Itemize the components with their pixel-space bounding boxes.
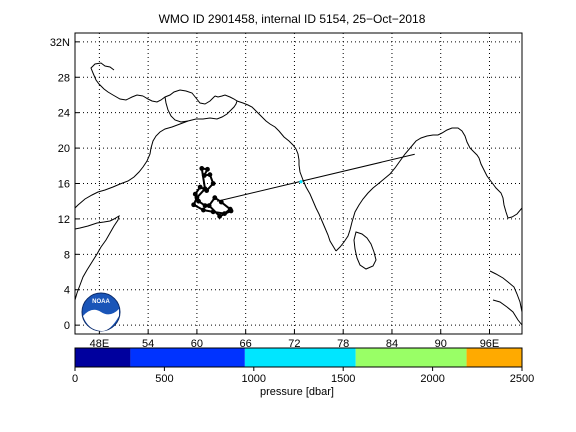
coastlines: [75, 62, 522, 326]
coastline-sumatra-tip: [492, 299, 522, 326]
longitude-ticks: 48E 54 60 66 72 78 84 90 96E: [90, 330, 500, 350]
lon-tick-label: 84: [386, 338, 398, 350]
colorbar-segment: [355, 348, 467, 367]
coastline-red-sea: [90, 62, 144, 101]
colorbar: 0 500 1000 1500 2000 2500 pressure [dbar]: [72, 347, 534, 398]
float-position-point: [201, 173, 207, 178]
lon-tick-label: 90: [435, 338, 447, 350]
lon-tick-label: 96E: [480, 338, 500, 350]
lon-tick-label: 60: [191, 338, 203, 350]
float-position-point: [217, 213, 223, 219]
profile-marker: [299, 180, 303, 184]
float-track-layer: [191, 153, 415, 219]
noaa-logo: NOAA: [81, 292, 121, 332]
coastline-india-east: [335, 127, 522, 252]
profile-section-line: [217, 153, 415, 202]
float-position-point: [197, 184, 203, 190]
colorbar-segment: [75, 348, 131, 367]
lat-tick-label: 0: [64, 320, 70, 332]
float-position-point: [218, 199, 224, 205]
float-position-point: [202, 186, 208, 192]
latitude-ticks: 0 4 8 12 16 20 24 28 32N: [50, 37, 79, 332]
lat-tick-label: 4: [64, 285, 70, 297]
colorbar-ticks: 0 500 1000 1500 2000 2500: [72, 367, 534, 385]
map-panel: 48E 54 60 66 72 78 84 90 96E 0 4 8 12 16 20 24 28 32N: [50, 32, 523, 350]
float-position-point: [207, 172, 213, 178]
float-position-point: [191, 202, 197, 208]
lat-tick-label: 32N: [50, 37, 70, 49]
lat-tick-label: 16: [58, 179, 70, 191]
float-position-point: [201, 207, 206, 213]
coastline-india-west: [236, 100, 337, 252]
coastline-sri-lanka: [353, 231, 377, 270]
lat-tick-label: 24: [58, 108, 70, 120]
lon-tick-label: 78: [337, 338, 349, 350]
colorbar-frame: [74, 347, 523, 368]
coastline-arabia: [75, 94, 238, 209]
float-position-point: [210, 209, 216, 215]
float-position-point: [222, 211, 227, 217]
lon-tick-label: 66: [240, 338, 252, 350]
coastline-andaman: [489, 270, 522, 313]
float-position-point: [194, 195, 200, 201]
colorbar-segment: [466, 348, 522, 367]
colorbar-tick-label: 0: [72, 373, 78, 385]
noaa-logo-gull: [83, 309, 119, 332]
map-background: [75, 33, 522, 334]
figure-title: WMO ID 2901458, internal ID 5154, 25−Oct…: [159, 12, 426, 26]
lat-tick-label: 8: [64, 249, 70, 261]
float-position-point: [206, 203, 212, 209]
coastline-mediterranean: [164, 96, 189, 123]
float-position-point: [199, 166, 205, 171]
lon-tick-label: 48E: [90, 338, 110, 350]
colorbar-tick-label: 500: [155, 373, 173, 385]
colorbar-segments: [75, 348, 522, 367]
float-position-point: [205, 166, 210, 172]
lat-tick-label: 12: [58, 214, 70, 226]
colorbar-label: pressure [dbar]: [260, 386, 334, 398]
colorbar-segment: [244, 348, 356, 367]
lon-tick-label: 72: [288, 338, 300, 350]
noaa-logo-text: NOAA: [92, 299, 110, 305]
colorbar-segment: [130, 348, 245, 367]
coastline-gulf: [142, 89, 216, 105]
colorbar-tick-label: 1000: [242, 373, 266, 385]
colorbar-tick-label: 2000: [420, 373, 444, 385]
lon-tick-label: 54: [142, 338, 154, 350]
lat-tick-label: 20: [58, 143, 70, 155]
map-gridlines: [75, 33, 522, 334]
float-position-point: [210, 181, 216, 186]
colorbar-tick-label: 1500: [331, 373, 355, 385]
float-position-point: [202, 203, 208, 209]
coastline-africa: [75, 214, 120, 301]
float-position-point: [212, 195, 218, 201]
lat-tick-label: 28: [58, 72, 70, 84]
float-position-point: [228, 208, 234, 214]
colorbar-tick-label: 2500: [510, 373, 534, 385]
